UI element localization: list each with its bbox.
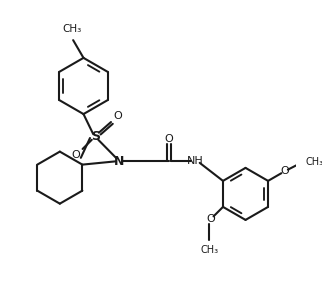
Text: N: N (114, 155, 124, 168)
Text: NH: NH (187, 156, 204, 166)
Text: O: O (165, 134, 174, 144)
Text: O: O (206, 214, 215, 224)
Text: CH₃: CH₃ (306, 157, 322, 167)
Text: CH₃: CH₃ (200, 245, 218, 255)
Text: O: O (113, 110, 122, 120)
Text: O: O (72, 150, 80, 160)
Text: CH₃: CH₃ (62, 24, 81, 34)
Text: O: O (280, 167, 289, 176)
Text: S: S (91, 130, 100, 143)
